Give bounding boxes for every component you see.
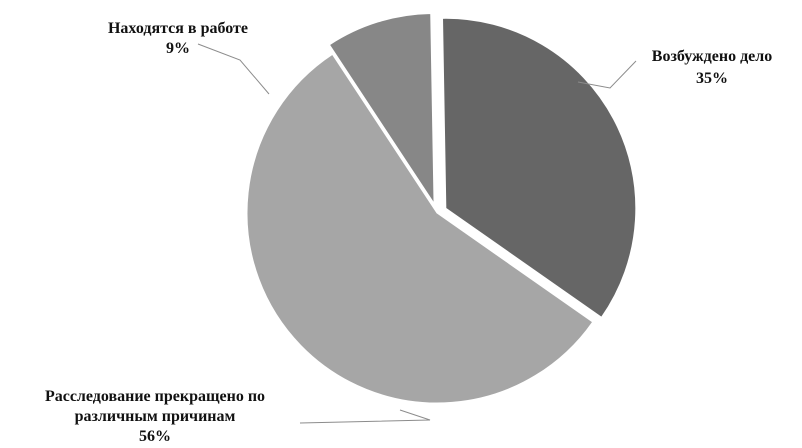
slice-name-line-2-1: Расследование прекращено по — [45, 388, 265, 405]
leader-line-3 — [197, 43, 270, 95]
pie-slices — [246, 12, 637, 404]
leader-line-1 — [577, 60, 637, 89]
slice-name-line-1-1: Возбуждено дело — [652, 48, 772, 65]
pie-slice-2 — [246, 53, 594, 404]
leader-line-2 — [299, 409, 431, 424]
slice-value-label-2: 56% — [139, 428, 171, 445]
slice-label-2: Расследование прекращено по различным при… — [45, 388, 265, 445]
pie-slice-1 — [442, 17, 637, 318]
slice-labels: Возбуждено дело 35% Расследование прекраще… — [45, 20, 772, 445]
leader-lines — [197, 43, 637, 424]
slice-value-label-1: 35% — [696, 70, 728, 87]
pie-slice-3 — [328, 12, 435, 206]
slice-label-1: Возбуждено дело 35% — [652, 48, 772, 87]
slice-name-line-2-2: различным причинам — [75, 408, 236, 425]
slice-value-label-3: 9% — [166, 40, 190, 57]
slice-label-3: Находятся в работе 9% — [108, 20, 248, 57]
slice-name-line-3-1: Находятся в работе — [108, 20, 248, 37]
